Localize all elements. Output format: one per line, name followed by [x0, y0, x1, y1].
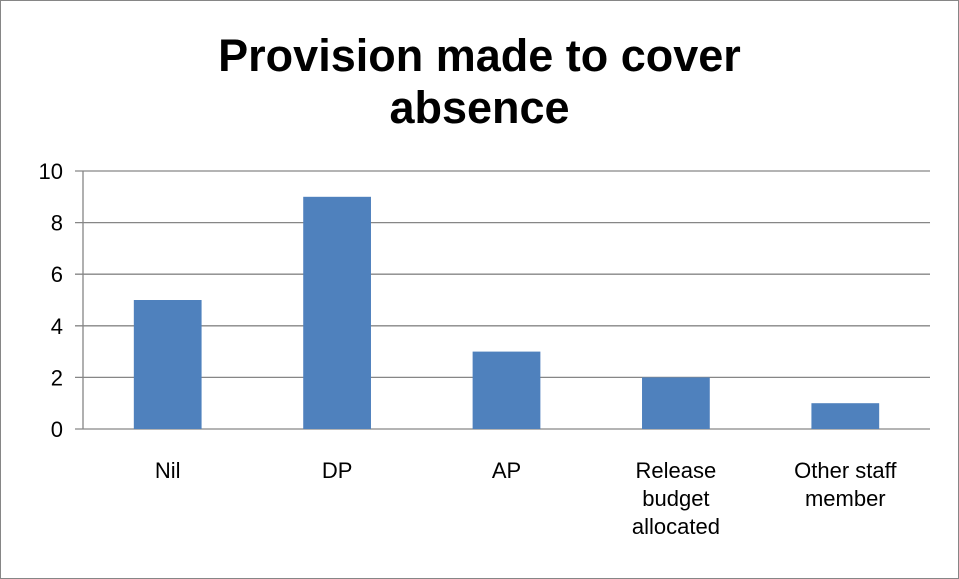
y-tick-label: 6	[51, 262, 63, 287]
y-tick-label: 10	[39, 159, 63, 184]
chart-title: Provision made to cover absence	[218, 30, 741, 133]
y-tick-label: 2	[51, 365, 63, 390]
bar	[133, 300, 202, 429]
y-tick-label: 0	[51, 417, 63, 442]
x-tick-label: Release budget allocated	[632, 458, 720, 539]
bar	[642, 377, 710, 429]
y-tick-label: 4	[51, 314, 63, 339]
x-tick-label: Nil	[155, 458, 181, 483]
bar	[303, 196, 371, 429]
x-tick-label: DP	[322, 458, 353, 483]
x-tick-label: AP	[492, 458, 521, 483]
y-tick-label: 8	[51, 211, 63, 236]
bar	[472, 351, 541, 429]
x-tick-label: Other staff member	[794, 458, 897, 511]
bar	[811, 403, 880, 429]
